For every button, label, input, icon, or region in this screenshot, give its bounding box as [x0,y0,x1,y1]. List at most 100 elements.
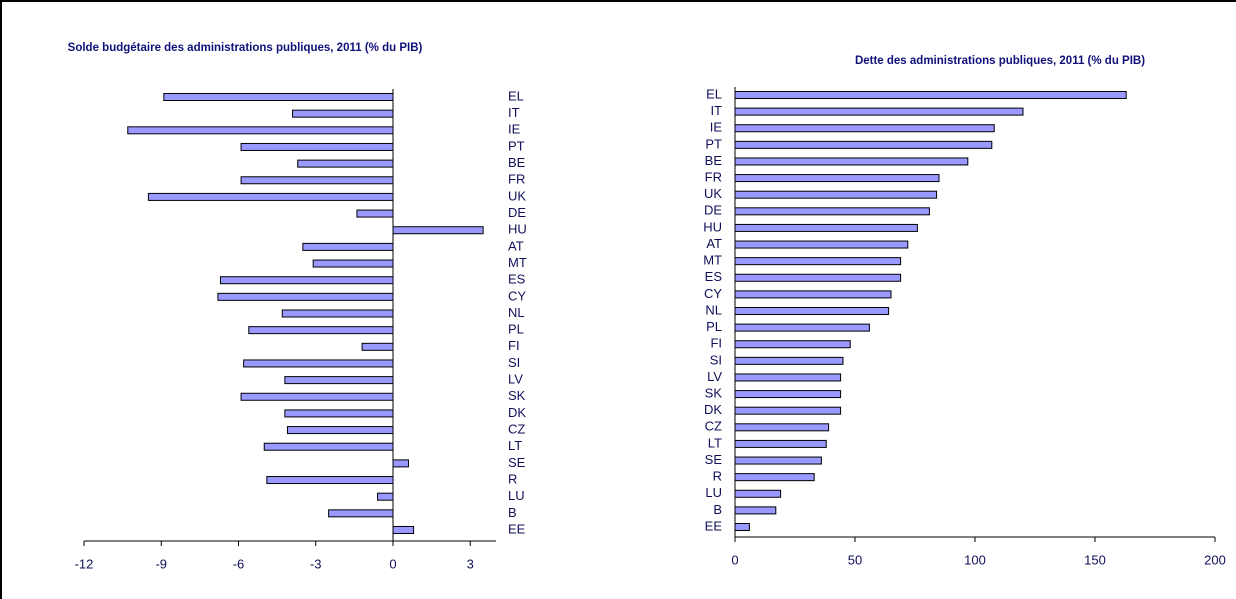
x-tick-label: -6 [233,556,245,571]
bar [734,506,777,515]
chart-title: Solde budgétaire des administrations pub… [68,42,423,54]
bar [734,223,918,232]
bar [292,109,394,118]
bar [734,207,930,216]
bar [240,392,394,401]
bar [284,376,394,385]
y-tick-label: AT [706,236,722,251]
bar [734,439,827,448]
bar [734,373,842,382]
y-tick-label: HU [508,222,527,237]
x-tick-label: 0 [389,556,396,571]
y-tick-label: MT [703,253,722,268]
y-tick-label: PT [705,136,722,151]
bar [734,174,940,183]
x-tick-label: 0 [731,552,738,567]
y-tick-label: LU [508,488,525,503]
bar [284,409,394,418]
bar [734,390,842,399]
bar [240,176,394,185]
bar [297,159,394,168]
y-tick-label: IT [508,105,520,120]
bar [734,489,782,498]
bar [281,309,394,318]
y-tick-label: CY [704,286,722,301]
bar [734,124,995,133]
y-tick-label: UK [508,188,526,203]
y-tick-label: FI [710,336,722,351]
bar [248,326,394,335]
y-tick-label: BE [705,153,723,168]
y-tick-label: EL [706,86,722,101]
x-tick-label: 3 [467,556,474,571]
bar [219,276,394,285]
y-tick-label: IE [508,122,521,137]
y-tick-label: PT [508,138,525,153]
x-tick-label: -9 [155,556,167,571]
y-tick-label: IT [710,103,722,118]
y-tick-label: EE [705,518,723,533]
y-tick-label: DE [508,205,526,220]
bar [328,509,394,518]
bar [312,259,394,268]
y-tick-label: EL [508,88,524,103]
bar [734,273,902,282]
bar [361,342,394,351]
bar [734,323,870,332]
y-tick-label: LU [705,485,722,500]
bar [734,140,993,149]
y-tick-label: R [713,469,722,484]
y-tick-label: PL [706,319,722,334]
bar [734,91,1127,99]
y-tick-label: LV [707,369,722,384]
y-tick-label: LT [508,438,522,453]
bar [734,456,822,465]
y-tick-label: ES [508,272,526,287]
bar [734,290,892,299]
y-tick-label: SI [508,355,520,370]
bar [377,492,394,501]
y-tick-label: IE [710,120,723,135]
y-tick-label: DK [508,405,526,420]
y-tick-label: SI [710,352,722,367]
bar [263,442,394,451]
bar [734,406,842,415]
bar [734,523,750,531]
bar [286,426,394,435]
bar [147,192,394,201]
y-tick-label: DE [704,203,722,218]
bar [266,476,394,485]
y-tick-label: LV [508,372,523,387]
x-tick-label: 200 [1204,552,1226,567]
y-tick-label: CZ [705,419,722,434]
y-tick-label: SK [705,386,723,401]
y-tick-label: FI [508,338,520,353]
bar [392,526,415,534]
bar [240,142,394,151]
bar [243,359,394,368]
bar [734,473,815,482]
bar [356,209,394,218]
bar [734,107,1024,116]
bar [392,459,409,468]
y-tick-label: NL [705,302,722,317]
y-tick-label: SE [705,452,723,467]
y-tick-label: MT [508,255,527,270]
bar [217,292,394,301]
y-tick-label: DK [704,402,722,417]
y-tick-label: B [508,505,517,520]
bar [734,240,909,249]
y-tick-label: LT [708,435,722,450]
bar [734,190,938,199]
y-tick-label: BE [508,155,526,170]
y-tick-label: PL [508,322,524,337]
y-tick-label: CY [508,288,526,303]
y-tick-label: NL [508,305,525,320]
y-tick-label: UK [704,186,722,201]
bar [163,93,394,101]
bar [734,257,902,266]
x-tick-label: 150 [1084,552,1106,567]
x-tick-label: -12 [75,556,94,571]
x-tick-label: -3 [310,556,322,571]
x-tick-label: 50 [848,552,862,567]
